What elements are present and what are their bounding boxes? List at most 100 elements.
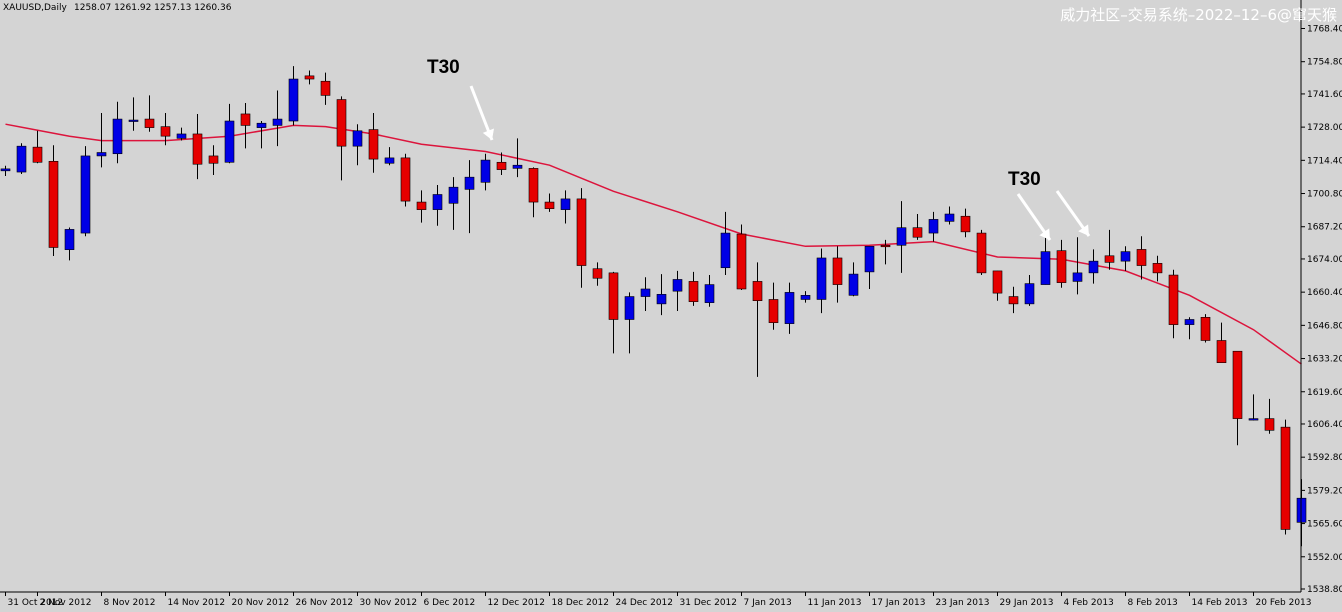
candle-body xyxy=(1072,272,1083,282)
candle-body xyxy=(624,296,635,320)
candle-body xyxy=(448,186,459,204)
y-tick-label: 1619.60 xyxy=(1307,388,1342,398)
candle xyxy=(960,208,971,238)
candle-body xyxy=(1120,251,1131,262)
candle xyxy=(432,184,443,226)
candle xyxy=(864,245,875,289)
candle xyxy=(208,145,219,175)
candle xyxy=(1200,314,1211,343)
annotation-label: T30 xyxy=(1008,169,1041,190)
candle xyxy=(464,160,475,234)
candle xyxy=(912,214,923,240)
candle xyxy=(1280,419,1291,535)
candle xyxy=(992,270,1003,301)
candle-body xyxy=(752,281,763,301)
candle xyxy=(1248,394,1259,421)
candle-body xyxy=(0,168,11,172)
candle-body xyxy=(1248,418,1259,421)
y-tick-label: 1728.00 xyxy=(1307,123,1342,133)
candle xyxy=(720,211,731,276)
candle-body xyxy=(160,126,171,137)
candle xyxy=(1088,249,1099,284)
candle-body xyxy=(144,118,155,128)
x-tick-label: 26 Nov 2012 xyxy=(296,598,354,608)
candle xyxy=(1216,322,1227,364)
candle xyxy=(1008,286,1019,314)
y-tick-label: 1754.80 xyxy=(1307,58,1342,68)
candle xyxy=(128,97,139,131)
candle xyxy=(608,271,619,354)
candle-body xyxy=(80,155,91,234)
candle-body xyxy=(320,80,331,96)
candle-body xyxy=(384,157,395,164)
candle xyxy=(352,124,363,166)
candle-body xyxy=(784,292,795,324)
candle-body xyxy=(544,201,555,209)
candle-body xyxy=(240,113,251,126)
candle xyxy=(368,112,379,173)
candle xyxy=(448,177,459,230)
x-tick-label: 2 Nov 2012 xyxy=(40,598,92,608)
candle-body xyxy=(688,281,699,302)
candle-body xyxy=(1168,274,1179,325)
candle-body xyxy=(1152,263,1163,274)
candle xyxy=(1136,236,1147,280)
candle-body xyxy=(1104,255,1115,263)
x-tick-label: 12 Dec 2012 xyxy=(488,598,546,608)
candle xyxy=(848,262,859,297)
candle xyxy=(1072,237,1083,295)
candle-body xyxy=(1088,260,1099,274)
candle-body xyxy=(224,120,235,163)
y-tick-label: 1538.80 xyxy=(1307,585,1342,595)
candle xyxy=(496,152,507,175)
candle-body xyxy=(816,257,827,300)
x-tick-label: 11 Jan 2013 xyxy=(808,598,862,608)
candle-body xyxy=(96,152,107,157)
x-tick-label: 14 Nov 2012 xyxy=(168,598,226,608)
y-tick-label: 1606.40 xyxy=(1307,420,1342,430)
candle-body xyxy=(672,279,683,292)
candle xyxy=(1120,246,1131,271)
x-tick-label: 31 Dec 2012 xyxy=(680,598,738,608)
candle-body xyxy=(576,198,587,266)
candle xyxy=(832,246,843,303)
candle-body xyxy=(304,75,315,80)
x-tick-label: 18 Dec 2012 xyxy=(552,598,610,608)
candle xyxy=(400,153,411,207)
candle-body xyxy=(1200,316,1211,341)
candle-body xyxy=(64,229,75,250)
candle xyxy=(160,112,171,146)
candle-body xyxy=(768,299,779,323)
y-tick-label: 1633.20 xyxy=(1307,355,1342,365)
candle xyxy=(816,248,827,314)
candle xyxy=(928,211,939,242)
candle-body xyxy=(1136,249,1147,266)
candle-body xyxy=(208,155,219,164)
y-tick-label: 1741.60 xyxy=(1307,90,1342,100)
candle-body xyxy=(896,227,907,246)
candle-body xyxy=(640,288,651,297)
annotation-arrow xyxy=(1055,190,1091,237)
candle xyxy=(48,145,59,257)
moving-average-line xyxy=(5,123,1302,365)
x-tick-label: 31 Oct 2012 xyxy=(8,598,64,608)
candle-body xyxy=(176,133,187,139)
candle-body xyxy=(464,176,475,190)
candle xyxy=(768,282,779,330)
candle xyxy=(288,66,299,126)
candle xyxy=(576,188,587,288)
candle-body xyxy=(1040,251,1051,285)
x-tick-label: 24 Dec 2012 xyxy=(616,598,674,608)
candle-body xyxy=(368,129,379,160)
candle-body xyxy=(1264,418,1275,431)
candle-body xyxy=(944,213,955,222)
y-tick-label: 1565.60 xyxy=(1307,520,1342,530)
candle xyxy=(944,206,955,225)
x-tick-label: 30 Nov 2012 xyxy=(360,598,418,608)
candle-body xyxy=(1280,426,1291,530)
candle-body xyxy=(432,194,443,210)
candle-body xyxy=(288,78,299,122)
